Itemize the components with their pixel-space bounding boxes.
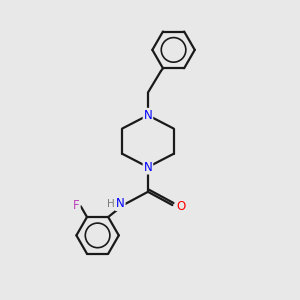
Text: F: F [73,199,80,212]
Text: N: N [144,160,152,174]
Text: N: N [144,109,152,122]
Text: N: N [116,197,124,210]
Text: H: H [107,199,114,208]
Text: O: O [176,200,185,213]
